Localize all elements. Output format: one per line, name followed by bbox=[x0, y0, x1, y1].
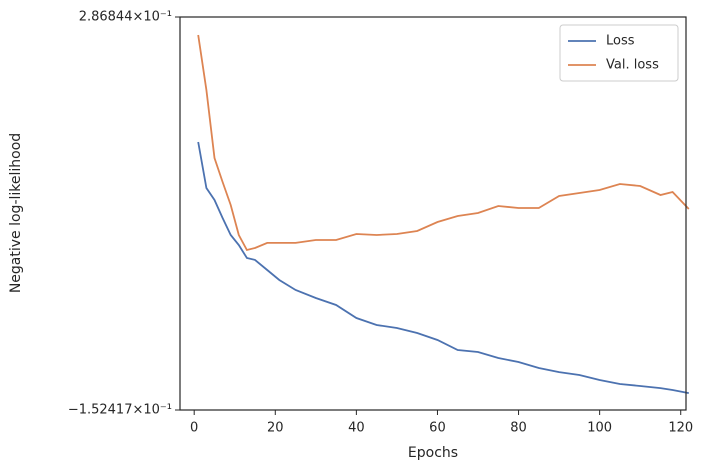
x-tick-label: 40 bbox=[348, 421, 365, 436]
x-tick-label: 120 bbox=[668, 421, 693, 436]
x-tick-label: 60 bbox=[429, 421, 446, 436]
y-tick-label: 2.86844×10⁻¹ bbox=[79, 10, 172, 25]
y-axis-label: Negative log-likelihood bbox=[8, 133, 24, 293]
legend-label: Val. loss bbox=[606, 58, 659, 73]
series-line bbox=[197, 34, 690, 252]
x-tick-label: 100 bbox=[587, 421, 612, 436]
y-tick-label: −1.52417×10⁻¹ bbox=[68, 403, 172, 418]
series-line bbox=[197, 141, 689, 394]
x-tick-label: 20 bbox=[267, 421, 284, 436]
legend-label: Loss bbox=[606, 34, 635, 49]
legend-box bbox=[559, 24, 679, 82]
plot-frame bbox=[179, 16, 687, 411]
x-axis-label: Epochs bbox=[408, 445, 458, 461]
x-tick-label: 0 bbox=[190, 421, 198, 436]
x-tick-label: 80 bbox=[510, 421, 527, 436]
